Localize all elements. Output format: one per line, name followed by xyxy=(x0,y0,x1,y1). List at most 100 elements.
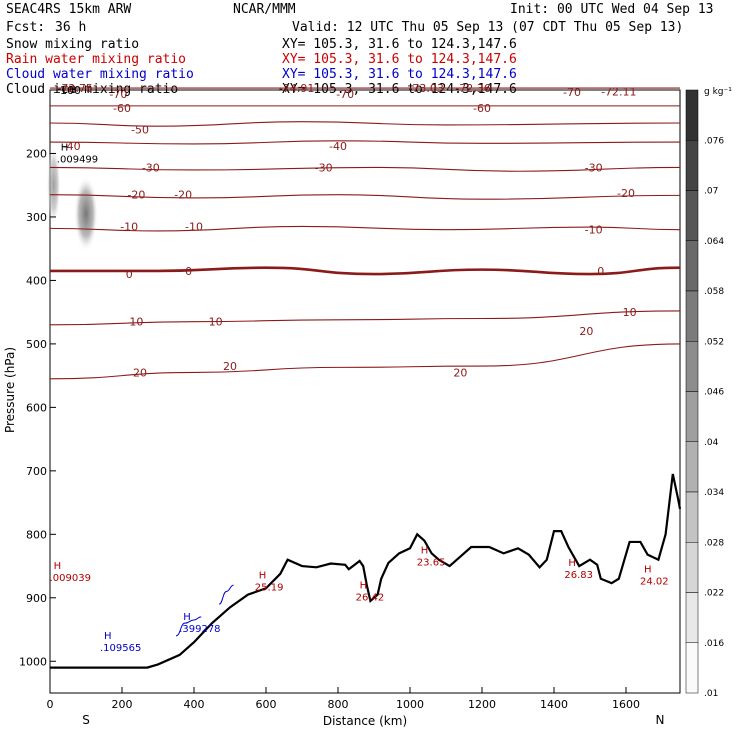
contour-label: 20 xyxy=(223,360,237,373)
contour-label: 0 xyxy=(126,268,133,281)
y-top-label: 100 xyxy=(60,84,81,97)
cloudwater-maximum-mark: H xyxy=(183,612,191,623)
contour-label: 10 xyxy=(623,306,637,319)
y-tick-label: 800 xyxy=(26,528,47,541)
cloudwater-maximum-value: .399278 xyxy=(179,624,220,635)
contour-label: -50 xyxy=(131,123,149,136)
endpoint-south: S xyxy=(82,713,90,727)
snow-shading xyxy=(46,145,61,226)
y-axis-label: Pressure (hPa) xyxy=(3,347,17,433)
rain-maximum-mark: H xyxy=(360,580,368,591)
colorbar-bin xyxy=(685,240,699,292)
contour-label: -70 xyxy=(336,88,354,101)
colorbar-tick-label: .028 xyxy=(704,538,724,548)
contour-label: 20 xyxy=(133,366,147,379)
contour-label: -30 xyxy=(585,161,603,174)
colorbar-tick-label: .058 xyxy=(704,287,724,297)
terrain-line xyxy=(50,473,682,669)
colorbar-tick-label: .034 xyxy=(704,488,724,498)
contour-label: -60 xyxy=(473,102,491,115)
contour-label: -70 xyxy=(109,88,127,101)
contour-label: 20 xyxy=(453,366,467,379)
colorbar-tick-label: .046 xyxy=(704,388,724,398)
rain-maximum-value: 26.83 xyxy=(564,570,593,581)
snow-maximum-mark: H xyxy=(61,142,69,153)
x-tick-label: 200 xyxy=(112,698,133,711)
colorbar-tick-label: .01 xyxy=(704,689,718,699)
field-cloudwater-xy: XY= 105.3, 31.6 to 124.3,147.6 xyxy=(282,67,517,82)
header-center: NCAR/MMM xyxy=(233,2,296,17)
colorbar-bin xyxy=(685,491,699,543)
header-init: Init: 00 UTC Wed 04 Sep 13 xyxy=(510,2,714,17)
colorbar-tick-label: .016 xyxy=(704,639,724,649)
y-tick-label: 300 xyxy=(26,211,47,224)
temperature-contour xyxy=(49,225,681,232)
cloudwater-contour xyxy=(219,584,234,605)
x-tick-label: 1000 xyxy=(396,698,424,711)
x-tick-label: 1400 xyxy=(540,698,568,711)
contour-label: -70 xyxy=(563,86,581,99)
y-tick-label: 500 xyxy=(26,338,47,351)
colorbar-bin xyxy=(685,592,699,643)
snow-shading xyxy=(74,175,98,252)
rain-maximum-mark: H xyxy=(259,571,267,582)
colorbar-bin xyxy=(685,140,699,191)
colorbar-bin xyxy=(685,542,699,593)
rain-maximum-value: .009039 xyxy=(50,573,91,584)
y-tick-label: 200 xyxy=(26,147,47,160)
plot-frame xyxy=(49,89,681,694)
x-tick-label: 800 xyxy=(328,698,349,711)
field-rain-name: Rain water mixing ratio xyxy=(6,52,187,67)
header-model: SEAC4RS 15km ARW xyxy=(6,2,132,17)
temperature-contour xyxy=(49,343,681,380)
rain-maximum-value: 23.65 xyxy=(417,557,446,568)
contour-label: -20 xyxy=(127,189,145,202)
rain-maximum-mark: H xyxy=(54,561,62,572)
contour-label: 20 xyxy=(579,325,593,338)
colorbar-bin xyxy=(685,290,699,342)
y-tick-label: 700 xyxy=(26,465,47,478)
temperature-contour xyxy=(49,310,681,326)
contour-label: -10 xyxy=(120,220,138,233)
temperature-contour xyxy=(50,266,681,276)
colorbar-tick-label: .076 xyxy=(704,136,724,146)
contour-label: -30 xyxy=(142,161,160,174)
x-tick-label: 1600 xyxy=(612,698,640,711)
y-tick-label: 900 xyxy=(26,592,47,605)
cloudwater-contour xyxy=(175,616,202,637)
contour-label: -40 xyxy=(63,140,81,153)
header-fcst-label: Fcst: xyxy=(6,20,46,35)
contour-label: 0 xyxy=(597,265,604,278)
header-fcst-value: 36 h xyxy=(55,20,87,35)
y-tick-label: 600 xyxy=(26,401,47,414)
colorbar-bin xyxy=(685,391,699,442)
contour-label: -20 xyxy=(174,189,192,202)
contour-label: -72.11 xyxy=(601,85,636,98)
endpoint-north: N xyxy=(656,713,665,727)
temperature-contour xyxy=(49,121,681,127)
y-tick-label: 1000 xyxy=(19,655,47,668)
contour-label: -73.03 xyxy=(408,82,443,95)
x-tick-label: 600 xyxy=(256,698,277,711)
header-valid: Valid: 12 UTC Thu 05 Sep 13 (07 CDT Thu … xyxy=(292,20,684,35)
contour-label: 10 xyxy=(129,316,143,329)
temperature-contour xyxy=(49,140,681,145)
contour-label: -72.36 xyxy=(455,82,490,95)
snow-maximum-value: .009499 xyxy=(57,154,98,165)
contour-label: -74.91 xyxy=(279,82,314,95)
field-snow-xy: XY= 105.3, 31.6 to 124.3,147.6 xyxy=(282,37,517,52)
colorbar-bin xyxy=(685,341,699,392)
contour-label: -72.75 xyxy=(57,82,92,95)
contour-label: -10 xyxy=(585,224,603,237)
colorbar-unit: g kg⁻¹ xyxy=(704,87,732,97)
colorbar-bin xyxy=(685,441,699,493)
contour-label: -10 xyxy=(185,220,203,233)
rain-maximum-mark: H xyxy=(568,558,576,569)
colorbar-bin xyxy=(685,190,699,241)
cloudwater-maximum-mark: H xyxy=(104,631,112,642)
field-cloudwater-name: Cloud water mixing ratio xyxy=(6,67,194,82)
y-tick-label: 400 xyxy=(26,274,47,287)
contour-label: -20 xyxy=(617,187,635,200)
x-axis-label: Distance (km) xyxy=(323,714,407,728)
